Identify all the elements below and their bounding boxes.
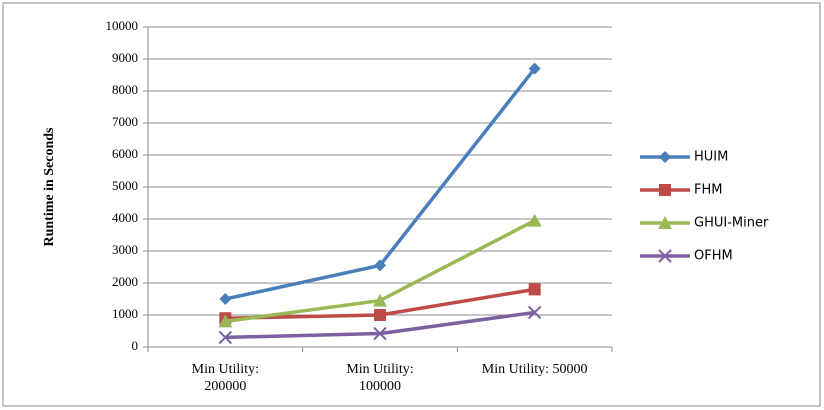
x-tick-label: Min Utility: 50000	[481, 362, 588, 377]
legend-marker	[658, 249, 672, 263]
y-tick-label: 8000	[112, 82, 138, 97]
legend-marker	[659, 151, 671, 163]
marker	[527, 213, 542, 227]
x-tick-label: Min Utility: 200000	[191, 362, 259, 394]
y-tick-label: 2000	[112, 274, 138, 289]
marker	[373, 293, 387, 307]
marker	[218, 314, 233, 328]
marker	[219, 293, 232, 305]
legend-marker	[658, 216, 672, 229]
marker	[218, 330, 233, 345]
y-tick-label: 3000	[112, 242, 138, 257]
y-tick-label: 0	[132, 338, 139, 353]
y-tick-label: 9000	[112, 50, 138, 65]
y-tick-label: 7000	[112, 114, 138, 129]
legend-label: HUIM	[694, 150, 728, 165]
y-tick-label: 5000	[112, 178, 138, 193]
y-tick-label: 6000	[112, 146, 138, 161]
marker	[374, 259, 386, 272]
marker	[528, 283, 541, 296]
y-axis-label: Runtime in Seconds	[42, 127, 57, 247]
y-tick-label: 4000	[112, 210, 138, 225]
legend-label: OFHM	[694, 249, 733, 264]
marker	[374, 309, 386, 321]
marker	[373, 326, 387, 341]
legend-label: FHM	[694, 183, 722, 198]
legend-marker	[659, 184, 671, 196]
marker	[528, 62, 541, 75]
y-tick-label: 10000	[106, 18, 139, 33]
marker	[527, 305, 542, 320]
legend-label: GHUI-Miner	[694, 216, 769, 231]
x-tick-label: Min Utility: 100000	[346, 362, 414, 394]
y-tick-label: 1000	[112, 306, 138, 321]
